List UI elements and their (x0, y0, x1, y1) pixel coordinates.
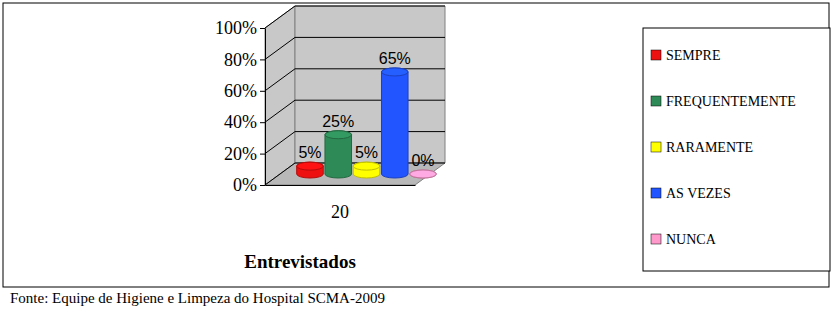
y-tick: 40% (224, 112, 265, 132)
x-axis-line (266, 185, 416, 186)
y-tick-mark (260, 122, 265, 123)
legend-label: NUNCA (666, 232, 717, 247)
bar (410, 170, 437, 178)
grid-line (265, 69, 445, 91)
y-tick: 100% (215, 18, 265, 38)
y-axis-line (265, 29, 266, 186)
x-tick: 20 (331, 185, 349, 222)
x-tick-label: 20 (331, 202, 349, 222)
data-label: 0% (411, 152, 434, 169)
y-tick: 60% (224, 81, 265, 101)
bar (353, 162, 380, 178)
back-wall (295, 6, 445, 163)
y-tick-mark (260, 91, 265, 92)
legend-swatch (651, 142, 661, 152)
grid-line (265, 100, 445, 122)
chart: 0% 20% 40% 60% 80% 100% 20 5%25%5% 65% 0% Entrevis… (0, 0, 834, 316)
y-tick: 0% (233, 175, 265, 195)
data-label: 5% (298, 144, 321, 161)
bar-top (325, 131, 352, 139)
bar (325, 131, 352, 178)
legend-swatch (651, 96, 661, 106)
y-tick-label: 80% (224, 50, 257, 70)
y-tick-label: 20% (224, 144, 257, 164)
chart-frame (3, 3, 829, 287)
y-tick-label: 40% (224, 112, 257, 132)
source: Fonte: Equipe de Higiene e Limpeza do Ho… (10, 290, 385, 306)
walls (265, 6, 445, 185)
legend-box (643, 28, 830, 271)
legend-label: AS VEZES (666, 186, 731, 201)
side-wall (265, 6, 295, 185)
y-axis: 0% 20% 40% 60% 80% 100% (215, 18, 266, 195)
x-axis: 20 (266, 185, 416, 222)
legend: SEMPRE FREQUENTEMENTE RARAMENTE AS VEZES NUN… (643, 28, 830, 271)
legend-label: RARAMENTE (666, 140, 753, 155)
legend-swatch (651, 234, 661, 244)
y-tick-mark (260, 59, 265, 60)
y-tick: 80% (224, 50, 265, 70)
grid (265, 6, 445, 185)
bar-top (381, 68, 408, 76)
data-label: 5% (355, 144, 378, 161)
bar (381, 68, 408, 178)
legend-label: SEMPRE (666, 48, 720, 63)
bars (297, 68, 437, 178)
data-label: 65% (379, 50, 411, 67)
y-tick-mark (260, 185, 265, 186)
y-tick-mark (260, 28, 265, 29)
bar (297, 162, 324, 178)
bar-top (353, 162, 380, 170)
data-label: 25% (322, 113, 354, 130)
x-axis-title: Entrevistados (244, 251, 356, 272)
y-tick-mark (260, 154, 265, 155)
y-tick-label: 0% (233, 175, 257, 195)
grid-line (265, 6, 445, 28)
legend-swatch (651, 188, 661, 198)
grid-line (265, 37, 445, 59)
bar-top (297, 162, 324, 170)
bar-top (410, 170, 437, 178)
data-labels: 5%25%5% 65% 0% (298, 50, 434, 169)
y-tick-label: 100% (215, 18, 257, 38)
legend-swatch (651, 50, 661, 60)
y-tick: 20% (224, 144, 265, 164)
y-tick-label: 60% (224, 81, 257, 101)
legend-label: FREQUENTEMENTE (666, 94, 796, 109)
